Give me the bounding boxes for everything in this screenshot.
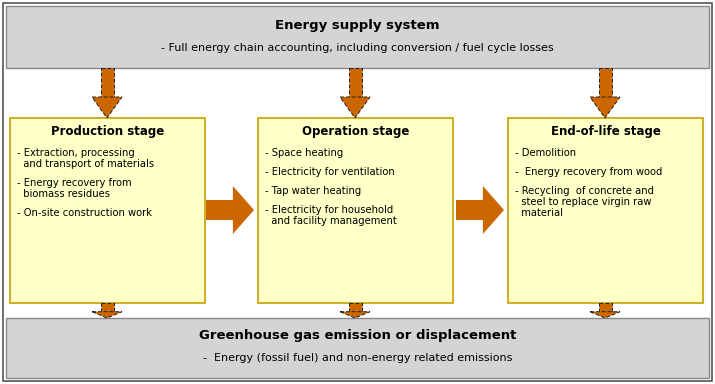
- Polygon shape: [206, 200, 233, 220]
- Text: Energy supply system: Energy supply system: [275, 20, 440, 33]
- Polygon shape: [590, 312, 620, 318]
- Polygon shape: [233, 186, 254, 234]
- Polygon shape: [340, 312, 370, 318]
- Text: steel to replace virgin raw: steel to replace virgin raw: [515, 197, 651, 207]
- Polygon shape: [92, 97, 122, 118]
- FancyBboxPatch shape: [508, 118, 703, 303]
- Text: Operation stage: Operation stage: [302, 126, 409, 139]
- Polygon shape: [348, 68, 362, 97]
- Text: - Extraction, processing: - Extraction, processing: [17, 148, 134, 158]
- Polygon shape: [598, 68, 611, 97]
- Text: and transport of materials: and transport of materials: [17, 159, 154, 169]
- FancyBboxPatch shape: [6, 6, 709, 68]
- FancyBboxPatch shape: [258, 118, 453, 303]
- Text: - Full energy chain accounting, including conversion / fuel cycle losses: - Full energy chain accounting, includin…: [161, 43, 554, 53]
- Text: - On-site construction work: - On-site construction work: [17, 208, 152, 218]
- Text: -  Energy (fossil fuel) and non-energy related emissions: - Energy (fossil fuel) and non-energy re…: [203, 353, 512, 363]
- FancyBboxPatch shape: [10, 118, 205, 303]
- Text: - Demolition: - Demolition: [515, 148, 576, 158]
- FancyBboxPatch shape: [3, 3, 712, 381]
- Text: - Electricity for ventilation: - Electricity for ventilation: [265, 167, 395, 177]
- Text: Greenhouse gas emission or displacement: Greenhouse gas emission or displacement: [199, 329, 516, 343]
- Text: - Electricity for household: - Electricity for household: [265, 205, 393, 215]
- Text: - Energy recovery from: - Energy recovery from: [17, 178, 132, 188]
- FancyBboxPatch shape: [6, 318, 709, 378]
- Polygon shape: [101, 303, 114, 312]
- Text: - Recycling  of concrete and: - Recycling of concrete and: [515, 186, 654, 196]
- Text: End-of-life stage: End-of-life stage: [551, 126, 661, 139]
- Text: biomass residues: biomass residues: [17, 189, 110, 199]
- Polygon shape: [590, 97, 620, 118]
- Polygon shape: [598, 303, 611, 312]
- Polygon shape: [483, 186, 504, 234]
- Polygon shape: [92, 312, 122, 318]
- Text: - Tap water heating: - Tap water heating: [265, 186, 361, 196]
- Text: material: material: [515, 208, 563, 218]
- Polygon shape: [456, 200, 483, 220]
- Text: - Space heating: - Space heating: [265, 148, 343, 158]
- Text: -  Energy recovery from wood: - Energy recovery from wood: [515, 167, 662, 177]
- Text: and facility management: and facility management: [265, 216, 397, 226]
- Polygon shape: [348, 303, 362, 312]
- Text: Production stage: Production stage: [51, 126, 164, 139]
- Polygon shape: [340, 97, 370, 118]
- Polygon shape: [101, 68, 114, 97]
